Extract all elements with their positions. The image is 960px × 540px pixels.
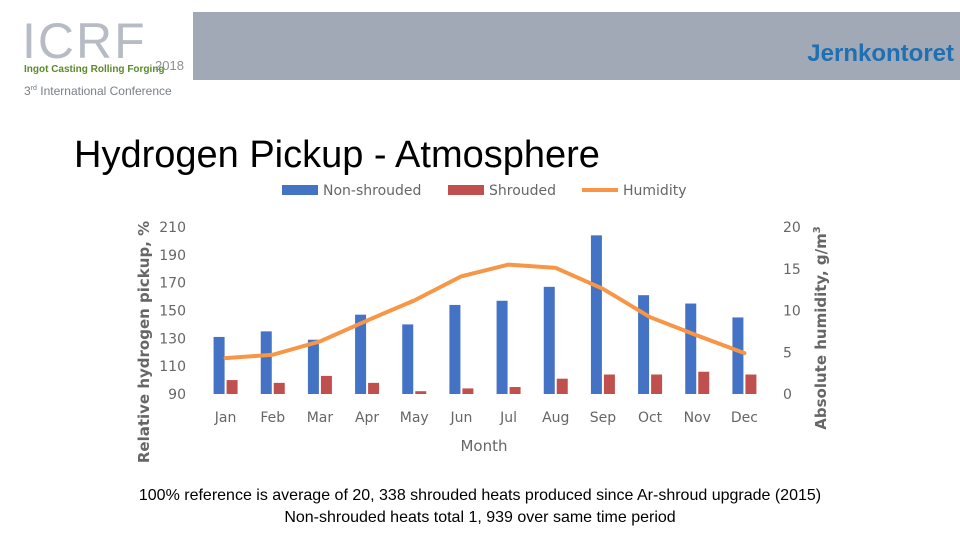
y-tick-left-110: 110	[159, 359, 186, 375]
header-band: Jernkontoret	[190, 12, 960, 80]
logo-tagline: Ingot Casting Rolling Forging	[24, 64, 165, 75]
bar-non-shrouded-apr	[355, 314, 367, 394]
caption-line-1: 100% reference is average of 20, 338 shr…	[138, 487, 822, 504]
point-humidity-feb	[272, 354, 274, 356]
conference-text: International Conference	[36, 84, 172, 98]
y-axis-title-right-text: Absolute humidity, g/m	[812, 233, 830, 430]
y-axis-title-left: Relative hydrogen pickup, %	[135, 221, 153, 463]
bar-shrouded-apr	[368, 382, 380, 394]
bar-shrouded-oct	[651, 374, 663, 394]
x-tick-dec: Dec	[731, 410, 758, 426]
bar-shrouded-may	[415, 391, 427, 394]
y-tick-left-130: 130	[159, 331, 186, 347]
bar-non-shrouded-sep	[590, 235, 602, 394]
y-tick-right-10: 10	[783, 304, 801, 320]
y-tick-right-20: 20	[783, 220, 801, 236]
conference-ordinal: rd	[30, 85, 37, 92]
y-tick-right-0: 0	[783, 387, 792, 403]
bar-shrouded-aug	[556, 378, 568, 394]
bar-shrouded-jan	[226, 380, 238, 394]
legend-swatch-non-shrouded	[282, 185, 318, 195]
bar-non-shrouded-nov	[685, 303, 697, 394]
legend-label-shrouded: Shrouded	[489, 183, 556, 199]
x-tick-aug: Aug	[542, 410, 569, 426]
bar-non-shrouded-oct	[638, 295, 650, 394]
x-tick-oct: Oct	[638, 410, 663, 426]
conference-subtitle: 3rd International Conference	[24, 84, 172, 98]
y-tick-left-90: 90	[168, 387, 186, 403]
conference-number: 3	[24, 84, 31, 98]
chart-legend: Non-shrouded Shrouded Humidity	[282, 183, 686, 199]
line-humidity	[223, 262, 747, 361]
legend-label-humidity: Humidity	[623, 183, 686, 199]
y-axis-title-right: Absolute humidity, g/m3	[812, 226, 830, 430]
y-tick-left-170: 170	[159, 276, 186, 292]
y-tick-right-5: 5	[783, 345, 792, 361]
point-humidity-jun	[460, 275, 462, 277]
point-humidity-may	[413, 299, 415, 301]
bar-non-shrouded-aug	[543, 286, 555, 394]
point-humidity-dec	[743, 352, 745, 354]
point-humidity-mar	[319, 340, 321, 342]
bar-shrouded-mar	[320, 375, 332, 394]
y-tick-left-190: 190	[159, 248, 186, 264]
y-tick-right-15: 15	[783, 262, 801, 278]
x-tick-jan: Jan	[214, 410, 237, 426]
legend-swatch-shrouded	[448, 185, 484, 195]
point-humidity-aug	[555, 267, 557, 269]
bar-shrouded-jun	[462, 388, 474, 394]
bar-shrouded-nov	[698, 371, 710, 394]
bar-non-shrouded-may	[402, 324, 414, 394]
bar-non-shrouded-dec	[732, 317, 744, 394]
bar-non-shrouded-jun	[449, 304, 461, 394]
legend-label-non-shrouded: Non-shrouded	[323, 183, 421, 199]
point-humidity-apr	[366, 320, 368, 322]
x-tick-mar: Mar	[307, 410, 334, 426]
bar-shrouded-sep	[603, 374, 615, 394]
point-humidity-nov	[696, 335, 698, 337]
point-humidity-oct	[649, 316, 651, 318]
conference-logo: ICRF Ingot Casting Rolling Forging 2018	[18, 12, 197, 80]
x-tick-nov: Nov	[684, 410, 711, 426]
y-axis-title-right-sup: 3	[812, 226, 823, 233]
bar-shrouded-feb	[273, 382, 285, 394]
x-tick-feb: Feb	[260, 410, 285, 426]
point-humidity-jul	[508, 264, 510, 266]
y-tick-left-210: 210	[159, 220, 186, 236]
caption-line-2: Non-shrouded heats total 1, 939 over sam…	[284, 509, 676, 526]
organization-logo: Jernkontoret	[807, 40, 954, 67]
bar-non-shrouded-jul	[496, 300, 508, 394]
x-tick-jul: Jul	[499, 410, 517, 426]
logo-letters: ICRF	[22, 13, 147, 69]
bar-shrouded-jul	[509, 387, 521, 394]
slide-title: Hydrogen Pickup - Atmosphere	[74, 134, 600, 176]
y-tick-left-150: 150	[159, 304, 186, 320]
x-tick-apr: Apr	[355, 410, 379, 426]
bar-non-shrouded-feb	[260, 331, 272, 394]
x-tick-sep: Sep	[590, 410, 617, 426]
point-humidity-sep	[602, 288, 604, 290]
bar-non-shrouded-mar	[307, 339, 319, 394]
logo-year: 2018	[155, 58, 184, 73]
bar-shrouded-dec	[745, 374, 757, 394]
point-humidity-jan	[225, 357, 227, 359]
bar-non-shrouded-jan	[213, 336, 225, 394]
x-tick-may: May	[400, 410, 429, 426]
x-axis-title: Month	[460, 437, 507, 455]
x-tick-jun: Jun	[449, 410, 472, 426]
